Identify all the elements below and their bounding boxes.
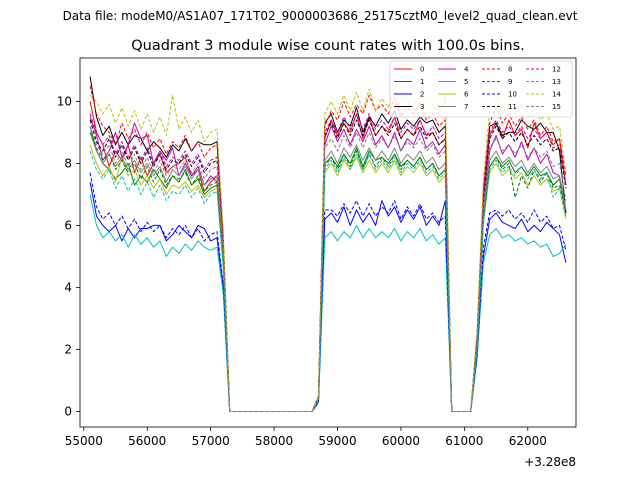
series-layer [89,76,567,412]
tick-layer: 55000 56000 57000 58000 59000 60000 61000 62000… [57,94,547,448]
y-tick-label: 0 [64,404,72,418]
legend-label-5: 5 [464,78,468,86]
legend-label-1: 1 [420,78,424,86]
legend-label-13: 13 [552,78,561,86]
legend-label-3: 3 [420,103,424,111]
figure-suptitle: Data file: modeM0/AS1A07_171T02_90000036… [63,9,578,23]
x-tick-label: 60000 [382,434,420,448]
x-tick-label: 61000 [445,434,483,448]
plot-area [80,58,576,427]
legend-box [389,60,573,118]
series-line-14 [89,85,567,412]
series-line-15 [89,126,567,412]
legend-label-4: 4 [464,66,469,74]
legend-label-6: 6 [464,91,469,99]
series-line-8 [89,85,567,412]
series-line-2 [89,181,567,412]
legend-label-15: 15 [552,103,561,111]
legend-label-9: 9 [508,78,512,86]
y-tick-label: 10 [57,94,72,108]
legend-label-0: 0 [420,66,424,74]
series-line-7 [89,132,567,412]
x-tick-label: 62000 [509,434,547,448]
y-tick-label: 6 [64,218,72,232]
y-tick-label: 4 [64,280,72,294]
chart-title: Quadrant 3 module wise count rates with … [131,38,525,54]
series-line-4 [89,116,567,412]
x-tick-label: 58000 [255,434,293,448]
legend-label-10: 10 [508,91,517,99]
legend-label-12: 12 [552,66,561,74]
legend-label-8: 8 [508,66,512,74]
x-tick-label: 55000 [65,434,103,448]
y-tick-label: 8 [64,156,72,170]
legend-label-11: 11 [508,103,517,111]
x-tick-label: 56000 [128,434,166,448]
legend-label-7: 7 [464,103,468,111]
series-line-12 [89,113,567,412]
y-tick-label: 2 [64,342,72,356]
legend-label-14: 14 [552,91,561,99]
x-offset-label: +3.28e8 [524,455,576,469]
legend-label-2: 2 [420,91,424,99]
series-line-5 [89,194,567,412]
series-line-13 [89,150,567,412]
x-tick-label: 57000 [192,434,230,448]
x-tick-label: 59000 [318,434,356,448]
series-line-10 [89,172,567,412]
series-line-1 [89,126,567,412]
plot-frame [79,57,577,428]
